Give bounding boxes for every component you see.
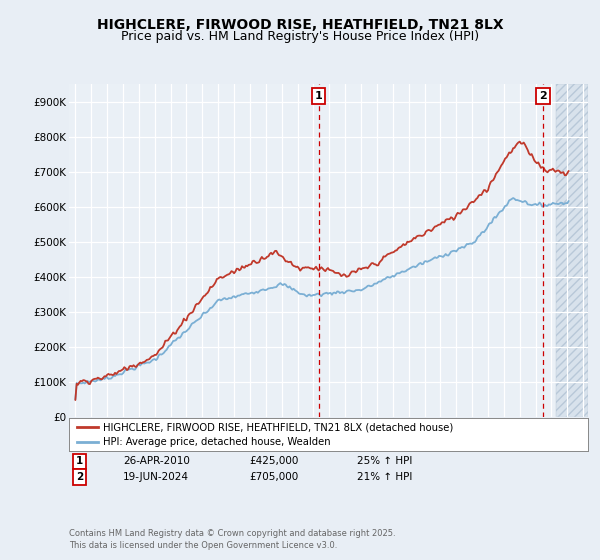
Text: Price paid vs. HM Land Registry's House Price Index (HPI): Price paid vs. HM Land Registry's House … [121, 30, 479, 43]
Text: HIGHCLERE, FIRWOOD RISE, HEATHFIELD, TN21 8LX: HIGHCLERE, FIRWOOD RISE, HEATHFIELD, TN2… [97, 18, 503, 32]
Text: 19-JUN-2024: 19-JUN-2024 [123, 472, 189, 482]
Text: HPI: Average price, detached house, Wealden: HPI: Average price, detached house, Weal… [103, 437, 331, 447]
Text: 25% ↑ HPI: 25% ↑ HPI [357, 456, 412, 466]
Text: £705,000: £705,000 [249, 472, 298, 482]
Text: 21% ↑ HPI: 21% ↑ HPI [357, 472, 412, 482]
Bar [556, 84, 588, 417]
Text: 1: 1 [314, 91, 322, 101]
Text: £425,000: £425,000 [249, 456, 298, 466]
Text: HIGHCLERE, FIRWOOD RISE, HEATHFIELD, TN21 8LX (detached house): HIGHCLERE, FIRWOOD RISE, HEATHFIELD, TN2… [103, 422, 453, 432]
Text: Contains HM Land Registry data © Crown copyright and database right 2025.
This d: Contains HM Land Registry data © Crown c… [69, 529, 395, 550]
Text: 2: 2 [539, 91, 547, 101]
Text: 26-APR-2010: 26-APR-2010 [123, 456, 190, 466]
Text: 1: 1 [76, 456, 83, 466]
Bar [556, 84, 588, 417]
Text: 2: 2 [76, 472, 83, 482]
